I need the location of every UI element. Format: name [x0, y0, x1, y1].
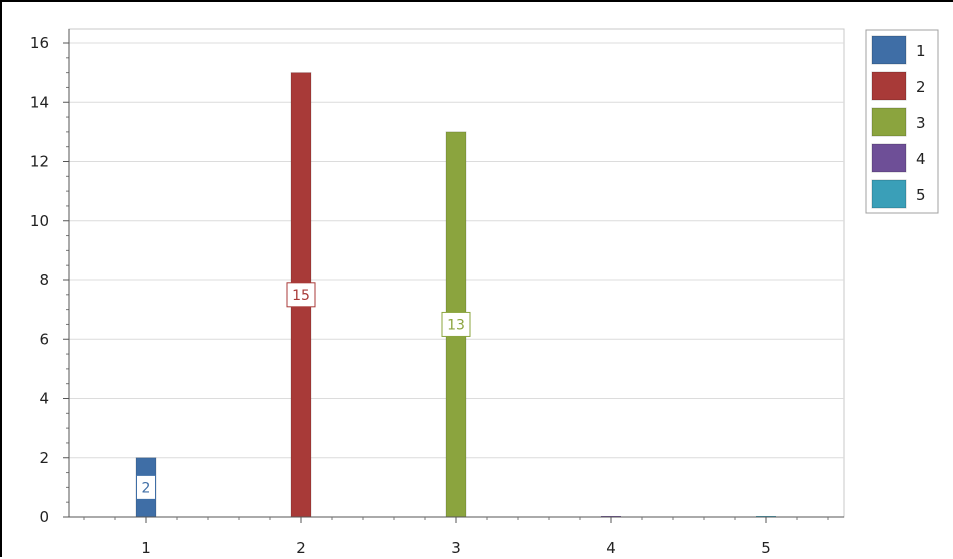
- y-tick-label: 0: [39, 508, 49, 526]
- y-tick-label: 2: [39, 449, 49, 467]
- y-tick-label: 8: [39, 271, 49, 289]
- y-tick-label: 6: [39, 330, 49, 348]
- y-tick-label: 4: [39, 390, 49, 408]
- legend-label: 3: [916, 114, 926, 132]
- x-tick-label: 2: [296, 539, 306, 557]
- legend-label: 4: [916, 150, 926, 168]
- legend-swatch: [871, 35, 907, 65]
- legend-label: 2: [916, 78, 926, 96]
- x-tick-label: 5: [761, 539, 771, 557]
- bars: [135, 72, 776, 518]
- data-label-box: [441, 311, 471, 337]
- y-tick-label: 12: [30, 153, 49, 171]
- y-tick-label: 16: [30, 34, 49, 52]
- data-label-value: 2: [142, 480, 151, 496]
- legend-label: 5: [916, 186, 926, 204]
- data-labels: 2 15 13: [136, 282, 471, 500]
- legend: 1 2 3 4 5: [865, 29, 939, 214]
- legend-swatch: [871, 143, 907, 173]
- legend-label: 1: [916, 42, 926, 60]
- x-tick-label: 1: [141, 539, 151, 557]
- data-label-box: [286, 282, 316, 308]
- y-tick-label: 10: [30, 212, 49, 230]
- y-tick-label: 14: [30, 93, 49, 111]
- legend-swatch: [871, 107, 907, 137]
- data-label-value: 15: [292, 288, 310, 304]
- data-label-value: 13: [447, 317, 465, 333]
- legend-swatch: [871, 71, 907, 101]
- x-tick-label: 4: [606, 539, 616, 557]
- x-tick-label: 3: [451, 539, 461, 557]
- data-label-box: [136, 474, 156, 500]
- legend-swatch: [871, 179, 907, 209]
